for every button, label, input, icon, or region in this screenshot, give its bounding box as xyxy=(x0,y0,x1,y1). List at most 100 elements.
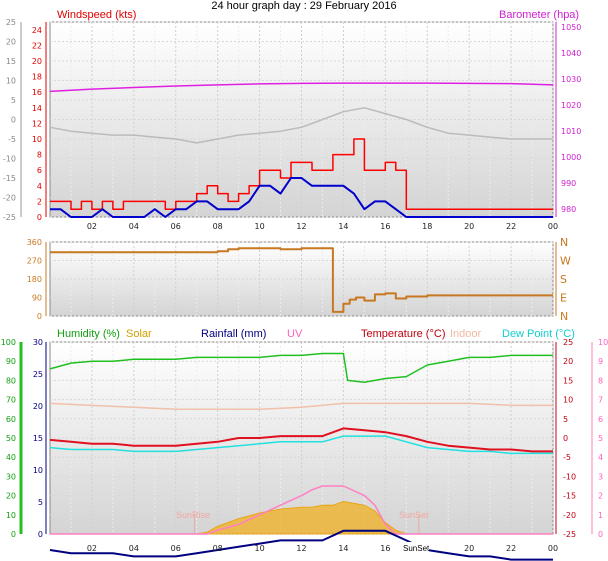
direction-y-tick-label: 0 xyxy=(37,312,42,321)
windspeed-y-tick-label: 18 xyxy=(32,73,42,82)
indoor-legend-label: Indoor xyxy=(450,328,482,340)
uv-y-tick-label: 10 xyxy=(598,338,608,347)
uv-legend-label: UV xyxy=(287,328,303,340)
uv-y-tick-label: 8 xyxy=(598,376,603,385)
dewpoint-line xyxy=(49,435,553,455)
temperature-y-tick-label: 5 xyxy=(563,415,568,424)
barometer-y-tick-label: 1020 xyxy=(561,101,581,110)
temperature-y-tick-label: 10 xyxy=(563,396,573,405)
rainfall-y-tick-label: 20 xyxy=(33,402,43,411)
uv-y-tick-label: 0 xyxy=(598,530,603,539)
humidity-y-tick-label: 10 xyxy=(6,511,16,520)
outer-y-tick-label: 5 xyxy=(11,96,16,105)
pressure-trace-line xyxy=(49,107,553,144)
barometer-axis-title: Barometer (hpa) xyxy=(499,9,580,21)
sunset-axis-label: SunSet xyxy=(403,542,430,555)
humidity-y-tick-label: 40 xyxy=(6,453,16,462)
outer-y-tick-label: -25 xyxy=(3,213,16,222)
rainfall-y-tick-label: 15 xyxy=(33,434,43,443)
barometer-y-tick-label: 1040 xyxy=(561,49,581,58)
temperature-y-tick-label: -25 xyxy=(563,530,576,539)
barometer-y-tick-label: 1000 xyxy=(561,153,581,162)
x-tick-label-top: 08 xyxy=(213,222,223,231)
x-tick-label-bottom: 12 xyxy=(296,544,306,553)
outer-y-tick-label: 10 xyxy=(6,77,16,86)
windspeed-y-tick-label: 8 xyxy=(37,151,42,160)
humidity-y-tick-label: 20 xyxy=(6,492,16,501)
windspeed-y-tick-label: 6 xyxy=(37,166,42,175)
x-tick-label-bottom: 04 xyxy=(129,544,139,553)
solar-area xyxy=(50,500,553,535)
uv-line xyxy=(50,485,553,535)
x-tick-label-top: 10 xyxy=(254,222,264,231)
uv-y-tick-label: 6 xyxy=(598,415,603,424)
x-tick-label-top: 14 xyxy=(338,222,348,231)
x-tick-label-top: 20 xyxy=(464,222,474,231)
uv-y-tick-label: 2 xyxy=(598,492,603,501)
solar-legend-label: Solar xyxy=(126,328,152,340)
x-tick-label-top: 16 xyxy=(380,222,390,231)
windspeed-y-tick-label: 2 xyxy=(37,197,42,206)
humidity-line xyxy=(49,352,553,384)
x-tick-label-bottom: 14 xyxy=(338,544,348,553)
x-tick-label-top: 04 xyxy=(129,222,139,231)
outer-y-tick-label: 20 xyxy=(6,38,16,47)
x-tick-label-bottom: 08 xyxy=(213,544,223,553)
x-tick-label-bottom: 16 xyxy=(380,544,390,553)
windspeed-y-tick-label: 24 xyxy=(32,26,42,35)
x-tick-label-bottom: 22 xyxy=(506,544,516,553)
barometer-y-tick-label: 990 xyxy=(561,179,576,188)
windspeed-y-tick-label: 0 xyxy=(37,213,42,222)
dewpoint-legend-label: Dew Point (°C) xyxy=(502,328,575,340)
rainfall-y-tick-label: 0 xyxy=(38,530,43,539)
sunrise-marker-label: SunRise xyxy=(176,510,211,520)
outer-y-tick-label: 0 xyxy=(11,116,16,125)
outer-y-tick-label: -5 xyxy=(8,135,16,144)
direction-y-tick-label: 270 xyxy=(27,257,42,266)
uv-y-tick-label: 3 xyxy=(598,472,603,481)
humidity-y-tick-label: 90 xyxy=(6,357,16,366)
x-tick-label-top: 02 xyxy=(87,222,97,231)
windspeed-y-tick-label: 22 xyxy=(32,41,42,50)
x-tick-label-top: 00 xyxy=(548,222,558,231)
temperature-legend-label: Temperature (°C) xyxy=(361,328,446,340)
humidity-y-tick-label: 50 xyxy=(6,434,16,443)
outer-y-tick-label: 15 xyxy=(6,57,16,66)
rainfall-y-tick-label: 5 xyxy=(38,498,43,507)
barometer-y-tick-label: 1050 xyxy=(561,23,581,32)
uv-y-tick-label: 9 xyxy=(598,357,603,366)
indoor-temperature-line xyxy=(49,402,553,410)
temperature-y-tick-label: 0 xyxy=(563,434,568,443)
humidity-legend-label: Humidity (%) xyxy=(57,328,120,340)
rainfall-y-tick-label: 25 xyxy=(33,370,43,379)
windspeed-y-tick-label: 20 xyxy=(32,57,42,66)
x-tick-label-bottom: 02 xyxy=(87,544,97,553)
humidity-y-tick-label: 60 xyxy=(6,415,16,424)
uv-y-tick-label: 1 xyxy=(598,511,603,520)
rainfall-line xyxy=(49,529,553,561)
temperature-y-tick-label: -20 xyxy=(563,511,576,520)
temperature-y-tick-label: -15 xyxy=(563,492,576,501)
humidity-y-tick-label: 0 xyxy=(11,530,16,539)
uv-y-tick-label: 7 xyxy=(598,396,603,405)
x-tick-label-bottom: 20 xyxy=(464,544,474,553)
humidity-y-tick-label: 30 xyxy=(6,472,16,481)
rainfall-legend-label: Rainfall (mm) xyxy=(201,328,267,340)
barometer-line xyxy=(49,82,554,93)
temperature-y-tick-label: 20 xyxy=(563,357,573,366)
outer-y-tick-label: -10 xyxy=(3,155,16,164)
compass-tick-label: N xyxy=(560,236,568,249)
windspeed-y-tick-label: 14 xyxy=(32,104,42,113)
direction-y-tick-label: 360 xyxy=(27,238,42,247)
wind-direction-line xyxy=(50,247,553,313)
temperature-y-tick-label: -10 xyxy=(563,472,576,481)
rainfall-y-tick-label: 30 xyxy=(33,338,43,347)
temperature-line xyxy=(49,427,553,453)
x-tick-label-bottom: 10 xyxy=(254,544,264,553)
temperature-y-tick-label: 25 xyxy=(563,338,573,347)
compass-tick-label: S xyxy=(560,273,567,286)
humidity-y-tick-label: 80 xyxy=(6,376,16,385)
outer-y-tick-label: -15 xyxy=(3,174,16,183)
